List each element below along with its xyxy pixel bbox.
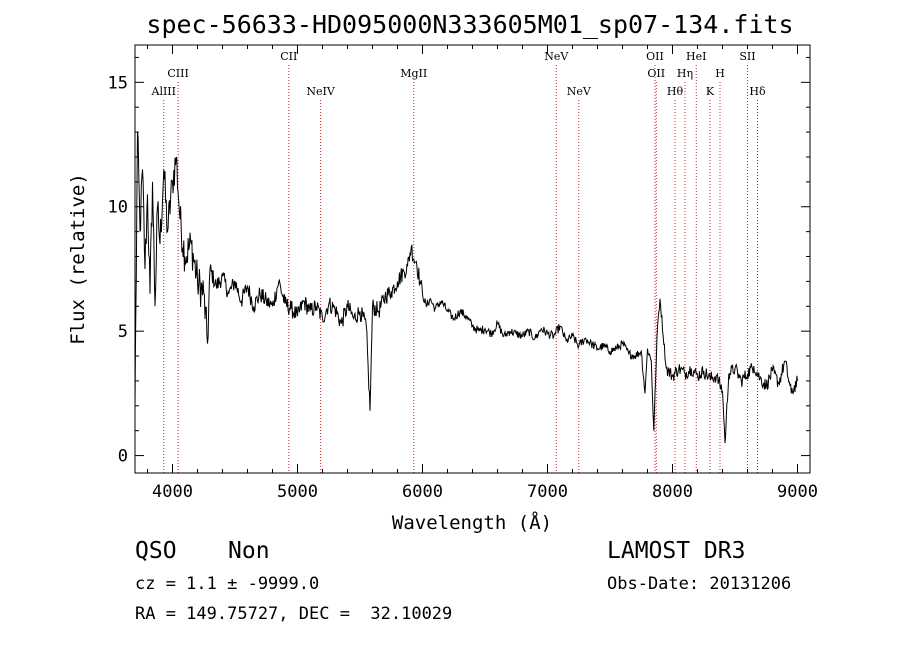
x-tick-label: 4000	[152, 482, 193, 502]
line-label-1: CIII	[167, 67, 188, 80]
x-tick-label: 6000	[402, 482, 443, 502]
line-label-2: CII	[280, 50, 297, 63]
line-label-7: OII	[646, 50, 664, 63]
object-class: QSO	[135, 538, 177, 564]
line-label-9: Hθ	[667, 85, 684, 98]
line-label-14: SII	[739, 50, 755, 63]
line-label-4: MgII	[400, 67, 427, 80]
y-axis-label: Flux (relative)	[67, 173, 89, 345]
x-tick-label: 5000	[277, 482, 318, 502]
x-tick-label: 8000	[652, 482, 693, 502]
line-label-11: HeI	[686, 50, 706, 63]
line-label-3: NeIV	[306, 85, 335, 98]
spectral-line-markers: AlIIICIIICIINeIVMgIINeVNeVOIIOIIHθHηHeIK…	[151, 50, 766, 473]
coordinates-readout: RA = 149.75727, DEC = 32.10029	[135, 604, 453, 624]
y-tick-label: 15	[108, 73, 128, 93]
x-tick-label: 9000	[777, 482, 818, 502]
line-label-12: K	[706, 85, 715, 98]
y-tick-label: 0	[118, 447, 128, 467]
line-label-6: NeV	[567, 85, 592, 98]
line-label-10: Hη	[677, 67, 693, 80]
y-tick-label: 5	[118, 322, 128, 342]
observation-date: Obs-Date: 20131206	[607, 574, 792, 594]
y-tick-label: 10	[108, 198, 128, 218]
spectrum-line	[134, 132, 798, 444]
axis-ticks: 4000 5000 6000 7000 8000 9000 0 5 10 15	[108, 45, 818, 502]
line-label-8: OII	[647, 67, 665, 80]
plot-frame	[134, 44, 811, 474]
object-subclass: Non	[228, 538, 270, 564]
x-tick-label: 7000	[527, 482, 568, 502]
chart-title: spec-56633-HD095000N333605M01_sp07-134.f…	[146, 10, 793, 39]
line-label-15: Hδ	[749, 85, 766, 98]
x-axis-label: Wavelength (Å)	[392, 511, 552, 534]
line-label-13: H	[715, 67, 725, 80]
survey-name: LAMOST DR3	[607, 538, 746, 564]
redshift-readout: cz = 1.1 ± -9999.0	[135, 574, 320, 594]
line-label-5: NeV	[544, 50, 569, 63]
line-label-0: AlIII	[151, 85, 177, 98]
series-layer	[134, 132, 798, 444]
